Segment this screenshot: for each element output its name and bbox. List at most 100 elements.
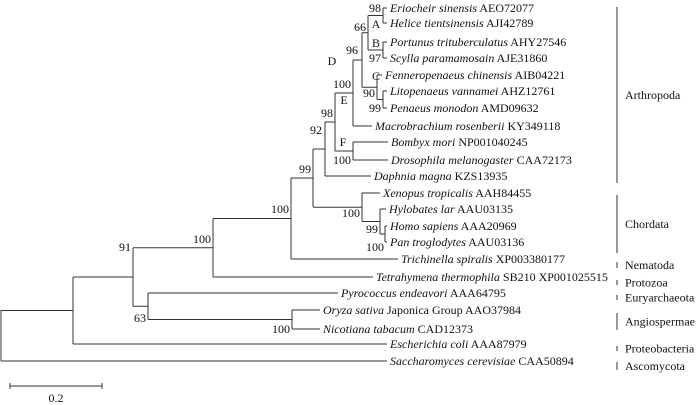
bootstrap-value: 99 — [366, 222, 378, 236]
species-name: Daphnia magna — [373, 169, 452, 183]
species-name: Nicotiana tabacum — [322, 322, 415, 336]
accession: AAU03136 — [466, 235, 524, 249]
species-name: Saccharomyces cerevisiae — [390, 354, 516, 368]
tip-label: Saccharomyces cerevisiae CAA50894 — [390, 354, 574, 368]
tip-label: Daphnia magna KZS13935 — [373, 169, 507, 183]
bootstrap-value: 98 — [321, 106, 333, 120]
group-label: Arthropoda — [625, 88, 681, 102]
tip-label: Homo sapiens AAA20969 — [389, 219, 517, 233]
accession: AAA87979 — [468, 337, 526, 351]
clade-label: B — [372, 36, 380, 50]
accession: AAU03135 — [455, 202, 513, 216]
accession: XP003380177 — [493, 252, 565, 266]
species-name: Eriocheir sinensis — [389, 1, 477, 15]
species-name: Macrobrachium rosenberii — [374, 119, 504, 133]
tip-label: Pyrococcus endeavori AAA64795 — [340, 286, 506, 300]
bootstrap-value: 90 — [363, 86, 375, 100]
bootstrap-value: 91 — [119, 240, 131, 254]
species-name: Pyrococcus endeavori — [340, 286, 448, 300]
bootstrap-value: 98 — [369, 1, 381, 15]
clade-label: D — [328, 54, 337, 68]
bootstrap-value: 100 — [272, 322, 290, 336]
accession: CAA72173 — [514, 153, 572, 167]
branches — [0, 7, 398, 362]
tip-label: Escherichia coli AAA87979 — [389, 337, 527, 351]
accession: AHZ12761 — [498, 84, 555, 98]
species-name: Scylla paramamosain — [390, 51, 494, 65]
species-name: Bombyx mori — [391, 135, 455, 149]
species-name: Drosophila melanogaster — [390, 153, 514, 167]
bootstrap-value: 96 — [346, 43, 358, 57]
tip-label: Litopenaeus vannamei AHZ12761 — [389, 84, 555, 98]
accession: KY349118 — [504, 119, 560, 133]
bootstrap-value: 99 — [369, 101, 381, 115]
bootstrap-value: 100 — [333, 77, 351, 91]
species-name: Escherichia coli — [389, 337, 468, 351]
accession: AJE31860 — [494, 51, 547, 65]
species-name: Oryza sativa — [323, 303, 384, 317]
bootstrap-value: 66 — [354, 20, 366, 34]
scale-bar-label: 0.2 — [49, 391, 64, 405]
clade-label: F — [340, 135, 347, 149]
tip-label: Bombyx mori NP001040245 — [391, 135, 528, 149]
accession: Japonica Group AAO37984 — [384, 303, 521, 317]
bootstrap-value: 99 — [299, 162, 311, 176]
tip-label: Nicotiana tabacum CAD12373 — [322, 322, 473, 336]
scale-bar: 0.2 — [9, 383, 103, 405]
clade-label: C — [372, 69, 380, 83]
species-name: Pan troglodytes — [389, 235, 466, 249]
bootstrap-value: 100 — [271, 202, 289, 216]
tip-label: Fenneropenaeus chinensis AIB04221 — [384, 68, 565, 82]
tip-label: Scylla paramamosain AJE31860 — [390, 51, 547, 65]
group-label: Proteobacteria — [625, 342, 695, 356]
accession: CAD12373 — [415, 322, 473, 336]
species-name: Litopenaeus vannamei — [389, 84, 498, 98]
accession: AAA20969 — [458, 219, 516, 233]
accession: AAA64795 — [448, 286, 506, 300]
tip-label: Oryza sativa Japonica Group AAO37984 — [323, 303, 521, 317]
node-labels: 98A66B9796DC9099100E98F10092991009910010… — [119, 1, 384, 336]
group-brackets: Arthropoda Chordata Nematoda ProtozoaEuryar… — [616, 7, 695, 373]
tip-label: Penaeus monodon AMD09632 — [389, 101, 539, 115]
clade-label: E — [340, 93, 347, 107]
species-name: Homo sapiens — [389, 219, 459, 233]
accession: AIB04221 — [512, 68, 565, 82]
tip-label: Pan troglodytes AAU03136 — [389, 235, 524, 249]
accession: AMD09632 — [478, 101, 538, 115]
tip-label: Helice tientsinensis AJI42789 — [389, 16, 533, 30]
accession: AEO72077 — [477, 1, 534, 15]
bootstrap-value: 100 — [333, 153, 351, 167]
group-label: Angiospermae — [625, 315, 695, 329]
species-name: Helice tientsinensis — [389, 16, 484, 30]
species-name: Tetrahymena thermophila — [376, 270, 500, 284]
group-label: Nematoda — [625, 258, 675, 272]
bootstrap-value: 100 — [342, 206, 360, 220]
accession: NP001040245 — [455, 135, 527, 149]
tip-label: Eriocheir sinensis AEO72077 — [389, 1, 534, 15]
group-label: Protozoa — [625, 276, 668, 290]
group-label: Ascomycota — [625, 359, 686, 373]
species-name: Trichinella spiralis — [401, 252, 493, 266]
accession: SB210 XP001025515 — [500, 270, 608, 284]
accession: AJI42789 — [484, 16, 534, 30]
tip-label: Hylobates lar AAU03135 — [388, 202, 513, 216]
tip-label: Drosophila melanogaster CAA72173 — [390, 153, 572, 167]
species-name: Portunus trituberculatus — [389, 35, 508, 49]
bootstrap-value: 100 — [366, 240, 384, 254]
species-name: Fenneropenaeus chinensis — [384, 68, 513, 82]
bootstrap-value: 92 — [310, 123, 322, 137]
species-name: Hylobates lar — [388, 202, 455, 216]
accession: CAA50894 — [515, 354, 573, 368]
bootstrap-value: 100 — [193, 232, 211, 246]
tip-label: Tetrahymena thermophila SB210 XP00102551… — [376, 270, 608, 284]
tip-label: Macrobrachium rosenberii KY349118 — [374, 119, 560, 133]
group-label: Euryarchaeota — [625, 291, 695, 305]
species-name: Xenopus tropicalis — [382, 186, 473, 200]
tip-label: Xenopus tropicalis AAH84455 — [382, 186, 531, 200]
accession: AAH84455 — [473, 186, 531, 200]
bootstrap-value: 97 — [369, 51, 381, 65]
group-label: Chordata — [625, 217, 670, 231]
tip-label: Trichinella spiralis XP003380177 — [401, 252, 565, 266]
accession: AHY27546 — [508, 35, 566, 49]
